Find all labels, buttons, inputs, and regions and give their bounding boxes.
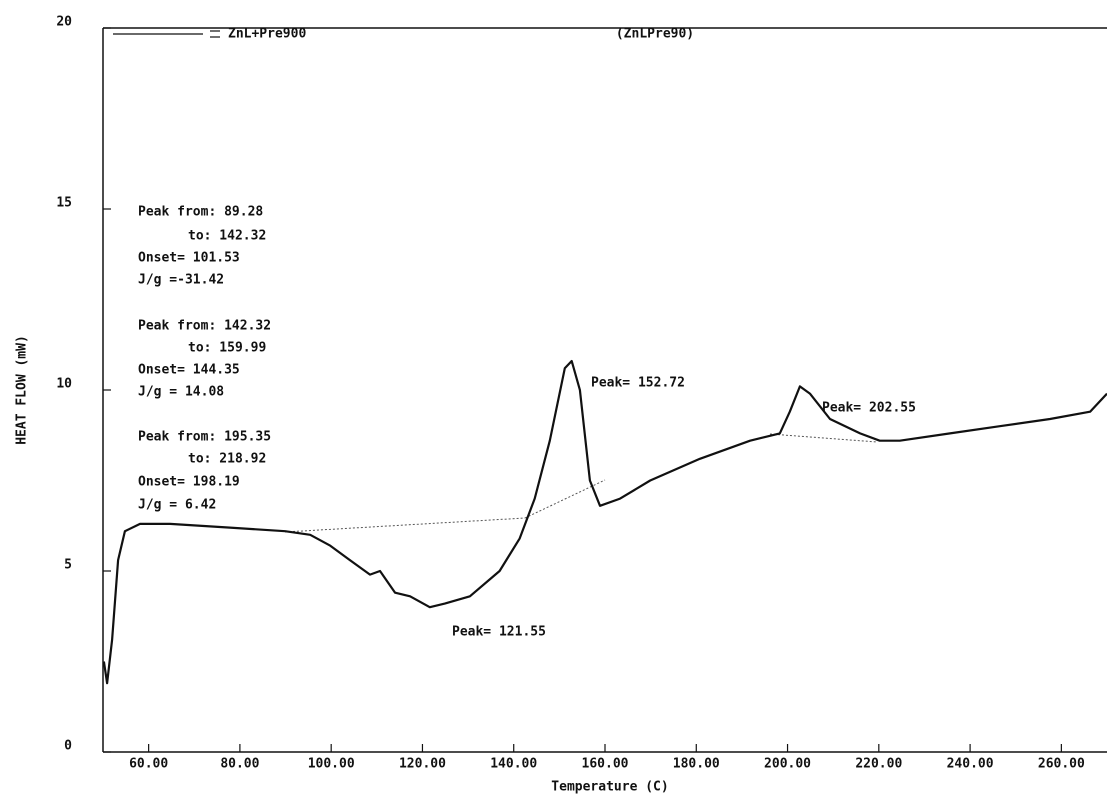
annotation: J/g = 6.42 — [138, 498, 216, 513]
x-tick-label: 60.00 — [129, 757, 168, 772]
annotation: Peak= 202.55 — [822, 401, 916, 416]
x-tick-label: 260.00 — [1038, 757, 1085, 772]
x-tick-label: 200.00 — [764, 757, 811, 772]
x-axis-label: Temperature (C) — [551, 780, 668, 795]
y-tick-label: 15 — [56, 196, 72, 211]
annotation: Peak= 121.55 — [452, 625, 546, 640]
annotation: to: 218.92 — [188, 452, 266, 467]
annotation: Peak= 152.72 — [591, 376, 685, 391]
x-tick-label: 160.00 — [582, 757, 629, 772]
y-tick-label: 20 — [56, 15, 72, 30]
annotation: Peak from: 89.28 — [138, 205, 263, 220]
annotation: Onset= 198.19 — [138, 475, 240, 490]
annotation: J/g = 14.08 — [138, 385, 224, 400]
annotation: Onset= 144.35 — [138, 363, 240, 378]
annotation: Peak from: 142.32 — [138, 319, 271, 334]
annotation: Onset= 101.53 — [138, 251, 240, 266]
baseline — [284, 517, 526, 533]
legend-label: ZnL+Pre900 — [228, 27, 306, 42]
x-tick-label: 240.00 — [947, 757, 994, 772]
data-line — [102, 359, 1107, 685]
x-tick-label: 140.00 — [490, 757, 537, 772]
x-tick-label: 80.00 — [220, 757, 259, 772]
y-axis-label: HEAT FLOW (mW) — [15, 335, 30, 445]
annotation: to: 142.32 — [188, 229, 266, 244]
chart-title: (ZnLPre90) — [616, 27, 694, 42]
annotation: to: 159.99 — [188, 341, 266, 356]
x-tick-label: 120.00 — [399, 757, 446, 772]
y-tick-label: 10 — [56, 377, 72, 392]
y-tick-label: 0 — [64, 739, 72, 754]
annotation: Peak from: 195.35 — [138, 430, 271, 445]
y-tick-label: 5 — [64, 558, 72, 573]
baseline — [769, 433, 878, 443]
x-tick-label: 220.00 — [855, 757, 902, 772]
annotation: J/g =-31.42 — [138, 273, 224, 288]
x-tick-label: 180.00 — [673, 757, 720, 772]
x-tick-label: 100.00 — [308, 757, 355, 772]
